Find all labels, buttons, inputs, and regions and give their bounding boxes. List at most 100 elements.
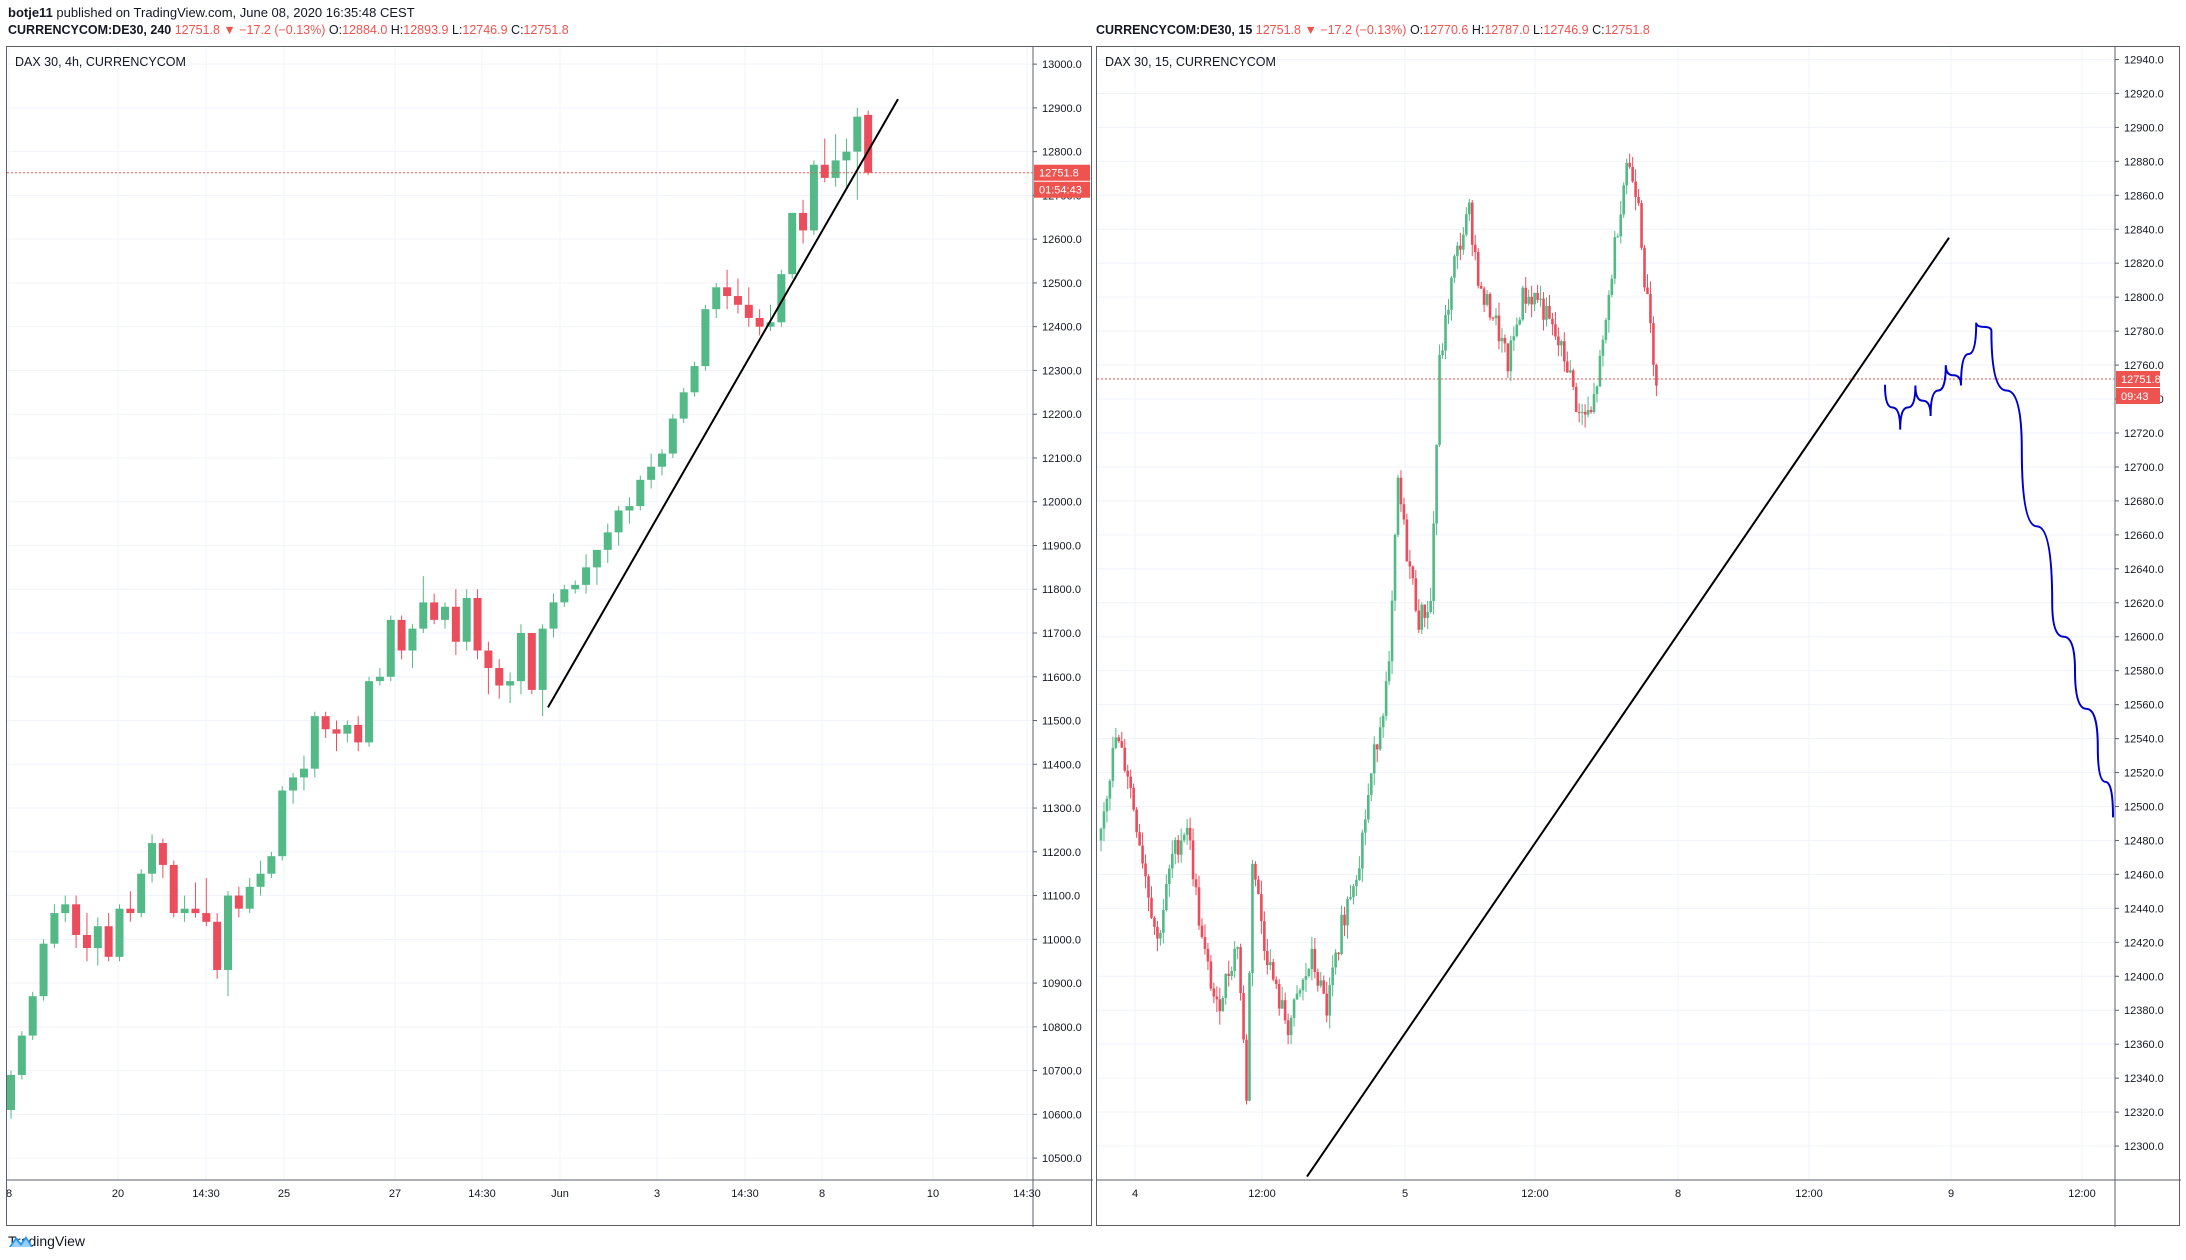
x-tick-label: 12:00 bbox=[2068, 1188, 2096, 1200]
open-value: 12770.6 bbox=[1423, 23, 1469, 37]
candle-body bbox=[1153, 917, 1156, 927]
y-tick-label: 12800.0 bbox=[2124, 292, 2164, 304]
chart-panel-left[interactable]: 10500.0 10600.0 10700.0 10800.0 10900.0 11000… bbox=[6, 46, 1093, 1227]
x-tick-label: 12:00 bbox=[1248, 1188, 1276, 1200]
x-tick-label: 12:00 bbox=[1521, 1188, 1549, 1200]
candle-body bbox=[1542, 298, 1545, 320]
y-tick-label: 11100.0 bbox=[1042, 891, 1080, 903]
candle-body bbox=[1441, 350, 1444, 355]
candle-body bbox=[408, 628, 417, 651]
candle-body bbox=[462, 597, 471, 642]
candle-body bbox=[1209, 961, 1213, 989]
candle-body bbox=[50, 913, 59, 944]
ohlc-bar-right: CURRENCYCOM:DE30, 15 12751.8 ▼ −17.2 (−0… bbox=[1096, 23, 1650, 37]
last-price-tag bbox=[2116, 371, 2160, 388]
candle-body bbox=[1108, 780, 1112, 799]
candle-body bbox=[1343, 914, 1346, 926]
candle-body bbox=[527, 633, 536, 690]
y-tick-label: 12460.0 bbox=[2124, 869, 2164, 881]
candle-body bbox=[1286, 1020, 1290, 1036]
candle-body bbox=[1277, 983, 1281, 1009]
candle-body bbox=[1120, 741, 1124, 748]
candle-body bbox=[1521, 287, 1525, 320]
candle-body bbox=[1453, 256, 1456, 278]
candle-body bbox=[332, 729, 341, 734]
candle-body bbox=[126, 908, 135, 914]
candle-body bbox=[1402, 504, 1406, 520]
chart-15m[interactable]: 12300.0 12320.0 12340.0 12360.0 12380.0 12400… bbox=[1097, 47, 2181, 1227]
candle-body bbox=[1268, 962, 1272, 966]
candle-body bbox=[1470, 202, 1474, 245]
chart-title: DAX 30, 15, CURRENCYCOM bbox=[1105, 55, 1276, 69]
candle-body bbox=[744, 304, 753, 318]
y-tick-label: 10600.0 bbox=[1042, 1109, 1082, 1121]
last-price-label: 12751.8 bbox=[1039, 168, 1079, 180]
candle-body bbox=[1375, 744, 1379, 750]
y-tick-label: 12420.0 bbox=[2124, 937, 2164, 949]
candle-body bbox=[169, 864, 178, 914]
chart-4h[interactable]: 10500.0 10600.0 10700.0 10800.0 10900.0 11000… bbox=[7, 47, 1093, 1227]
chart-panel-right[interactable]: 12300.0 12320.0 12340.0 12360.0 12380.0 12400… bbox=[1096, 46, 2181, 1227]
candle-body bbox=[1221, 998, 1225, 1012]
candle-body bbox=[1619, 214, 1623, 237]
trendline bbox=[547, 98, 899, 708]
candle-body bbox=[375, 676, 384, 682]
candle-body bbox=[614, 510, 623, 533]
candle-body bbox=[647, 466, 656, 480]
candle-body bbox=[1384, 681, 1388, 716]
candle-body bbox=[549, 602, 558, 629]
candle-body bbox=[1592, 393, 1596, 413]
candle-body bbox=[1310, 948, 1314, 970]
candle-body bbox=[1325, 993, 1329, 1016]
candle-body bbox=[1393, 534, 1397, 601]
candle-body bbox=[1316, 971, 1320, 986]
candle-body bbox=[1515, 324, 1519, 337]
candle-body bbox=[1586, 410, 1590, 415]
last-price-value: 12751.8 bbox=[1255, 23, 1301, 37]
y-tick-label: 12340.0 bbox=[2124, 1073, 2164, 1085]
candle-body bbox=[17, 1035, 26, 1075]
candle-body bbox=[180, 908, 189, 914]
x-tick-label: 8 bbox=[1675, 1188, 1681, 1200]
author-name[interactable]: botje11 bbox=[8, 5, 53, 20]
x-tick-label: 25 bbox=[278, 1188, 290, 1200]
candle-body bbox=[1117, 737, 1121, 742]
y-tick-label: 12360.0 bbox=[2124, 1039, 2164, 1051]
candle-body bbox=[1390, 600, 1394, 662]
symbol-label: CURRENCYCOM:DE30, 240 bbox=[8, 23, 172, 37]
candle-body bbox=[1165, 883, 1168, 911]
candle-body bbox=[1168, 868, 1171, 884]
candle-body bbox=[1426, 612, 1429, 618]
candle-body bbox=[343, 724, 352, 734]
chart-title: DAX 30, 4h, CURRENCYCOM bbox=[15, 55, 186, 69]
candle-body bbox=[1292, 999, 1296, 1018]
y-tick-label: 11600.0 bbox=[1042, 672, 1081, 684]
x-tick-label: 14:30 bbox=[1013, 1188, 1041, 1200]
candle-body bbox=[1123, 747, 1127, 771]
y-tick-label: 11700.0 bbox=[1042, 628, 1081, 640]
y-tick-label: 12100.0 bbox=[1042, 453, 1082, 465]
candle-body bbox=[582, 567, 591, 585]
candle-body bbox=[1212, 988, 1216, 997]
candle-body bbox=[354, 724, 363, 743]
x-tick-label: 8 bbox=[819, 1188, 825, 1200]
candle-body bbox=[1414, 578, 1418, 611]
candle-body bbox=[1099, 828, 1103, 841]
candle-body bbox=[1554, 324, 1557, 337]
y-tick-label: 12480.0 bbox=[2124, 835, 2164, 847]
candle-body bbox=[625, 506, 634, 511]
y-tick-label: 12400.0 bbox=[1042, 322, 1082, 334]
candle-body bbox=[809, 164, 818, 231]
candle-body bbox=[1637, 196, 1640, 204]
candle-body bbox=[1649, 294, 1652, 324]
x-tick-label: 4 bbox=[1132, 1188, 1138, 1200]
candle-body bbox=[1625, 162, 1628, 186]
y-tick-label: 12780.0 bbox=[2124, 326, 2164, 338]
candle-body bbox=[1447, 309, 1450, 315]
candle-body bbox=[668, 418, 677, 454]
candle-body bbox=[1643, 247, 1646, 288]
candle-body bbox=[484, 650, 493, 669]
tradingview-logo-icon[interactable] bbox=[8, 1233, 34, 1249]
candle-body bbox=[1307, 969, 1311, 977]
candle-body bbox=[1634, 181, 1637, 197]
